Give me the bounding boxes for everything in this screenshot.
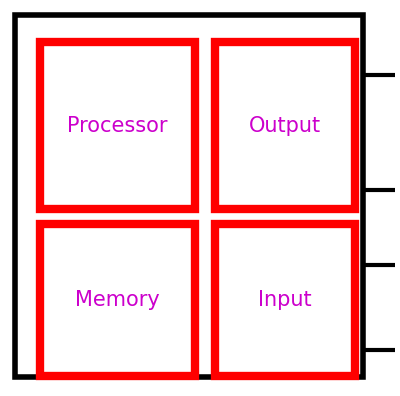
Bar bbox=[40, 224, 195, 376]
Bar bbox=[215, 224, 355, 376]
Bar bbox=[40, 42, 195, 209]
Text: Output: Output bbox=[249, 116, 321, 135]
Bar bbox=[215, 42, 355, 209]
Text: Input: Input bbox=[258, 290, 312, 310]
Text: Processor: Processor bbox=[67, 116, 168, 135]
Text: Memory: Memory bbox=[75, 290, 160, 310]
Bar bbox=[15, 15, 363, 377]
